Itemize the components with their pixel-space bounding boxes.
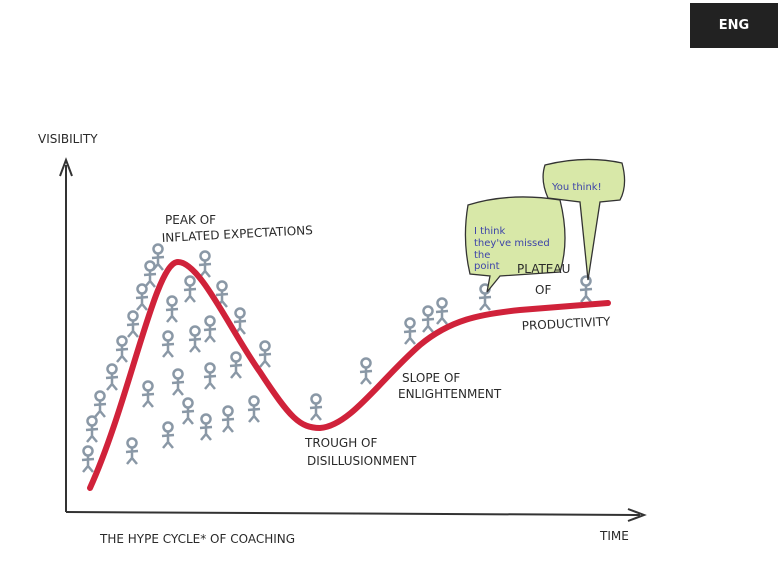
phase-label: PEAK OF xyxy=(165,213,216,227)
hype-curve xyxy=(87,258,611,491)
bubble-text: the xyxy=(474,250,490,261)
bubble-text: I think xyxy=(474,226,506,237)
y-axis-label: VISIBILITY xyxy=(38,132,98,146)
x-axis-label: TIME xyxy=(599,529,629,543)
speech-bubble xyxy=(464,196,566,293)
phase-label: ENLIGHTENMENT xyxy=(398,387,502,401)
y-axis xyxy=(59,157,73,512)
phase-label: PRODUCTIVITY xyxy=(521,314,611,333)
caption: THE HYPE CYCLE* OF COACHING xyxy=(99,532,295,546)
phase-label: TROUGH OF xyxy=(304,436,377,450)
speech-bubble xyxy=(542,158,626,281)
language-button[interactable]: ENG xyxy=(690,3,778,48)
bubble-text: You think! xyxy=(551,182,602,193)
bubble-text: they've missed xyxy=(474,238,550,249)
phase-label: DISILLUSIONMENT xyxy=(307,454,417,468)
phase-label: OF xyxy=(535,283,551,297)
x-axis xyxy=(65,508,647,522)
phase-label: SLOPE OF xyxy=(402,371,460,385)
bubble-text: point xyxy=(474,261,500,272)
phase-label: PLATEAU xyxy=(517,262,570,276)
